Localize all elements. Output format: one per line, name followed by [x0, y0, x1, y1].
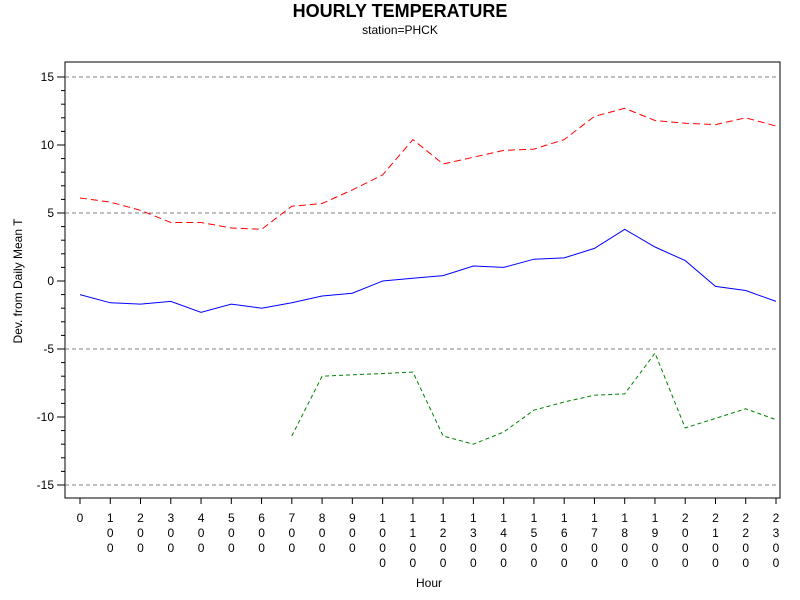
series-line-1 — [79, 107, 777, 230]
y-tick-label: 5 — [47, 206, 54, 220]
chart-subtitle: station=PHCK — [362, 23, 438, 37]
x-axis: 0 1 0 0 2 0 0 3 0 0 4 0 0 5 0 0 6 0 0 7 0 0 8 0 0 9 0 0 1 0 0 0 1 1 0 0 1 2 0 0… — [77, 498, 780, 570]
x-tick-label: 0 — [77, 511, 84, 525]
series-line-3 — [291, 352, 777, 445]
y-tick-label: 10 — [41, 138, 55, 152]
series-layer — [79, 107, 777, 445]
series-line-2 — [79, 228, 777, 313]
reference-lines — [65, 76, 780, 486]
y-tick-label: -10 — [37, 410, 55, 424]
y-axis: 15 10 5 0 -5 -10 -15 — [37, 70, 65, 492]
plot-area-border — [64, 61, 781, 499]
y-tick-label: -15 — [37, 478, 55, 492]
y-tick-label: 0 — [47, 274, 54, 288]
chart-title: HOURLY TEMPERATURE — [292, 1, 508, 21]
x-axis-label: Hour — [416, 576, 442, 590]
y-axis-label: Dev. from Daily Mean T — [11, 218, 25, 344]
plot-frame — [64, 61, 781, 499]
y-tick-label: -5 — [43, 342, 54, 356]
y-tick-label: 15 — [41, 70, 55, 84]
